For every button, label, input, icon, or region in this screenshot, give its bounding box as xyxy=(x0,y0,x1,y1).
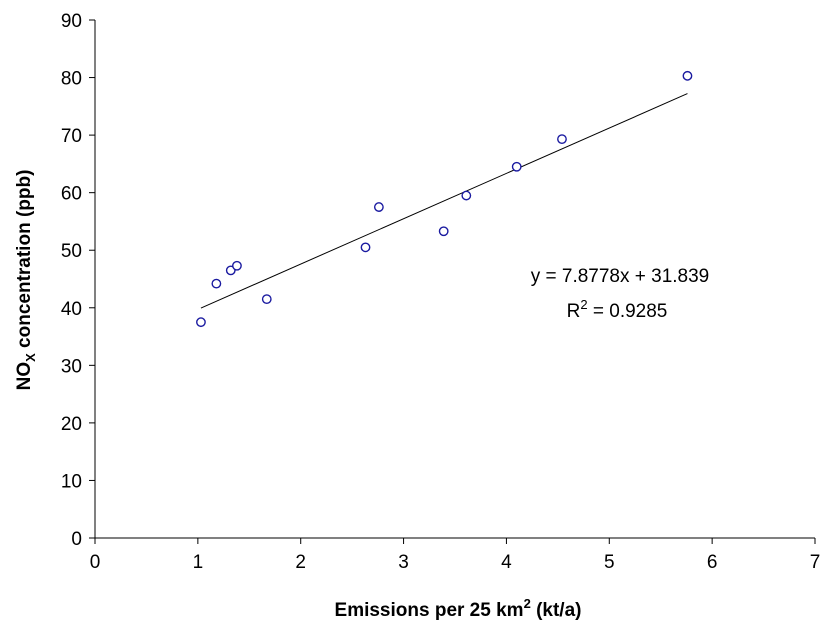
x-tick-label: 5 xyxy=(604,552,615,573)
y-tick-label: 30 xyxy=(61,356,82,377)
data-point xyxy=(438,226,449,237)
data-point xyxy=(461,190,472,201)
data-point xyxy=(682,70,693,81)
trendline xyxy=(200,93,688,309)
r-squared-prefix: R xyxy=(567,301,581,322)
data-point xyxy=(511,161,522,172)
y-axis-ticks: 0 10 20 30 40 50 60 70 80 90 xyxy=(61,11,95,550)
x-tick-label: 3 xyxy=(398,552,409,573)
y-tick-label: 70 xyxy=(61,126,82,147)
x-tick-label: 4 xyxy=(501,552,512,573)
y-tick-label: 90 xyxy=(61,11,82,32)
data-point xyxy=(360,242,371,253)
y-tick-label: 40 xyxy=(61,299,82,320)
y-tick-label: 60 xyxy=(61,184,82,205)
r-squared-suffix: = 0.9285 xyxy=(588,301,668,322)
x-axis-ticks: 0 1 2 3 4 5 6 7 xyxy=(90,538,821,573)
x-axis-title-prefix: Emissions per 25 km xyxy=(335,600,524,621)
x-tick-label: 7 xyxy=(810,552,821,573)
y-tick-label: 50 xyxy=(61,241,82,262)
plot-area xyxy=(94,20,815,539)
y-tick-label: 10 xyxy=(61,471,82,492)
y-axis-title-prefix: NO xyxy=(14,362,35,391)
x-axis-title-superscript: 2 xyxy=(524,596,531,611)
y-axis-title-subscript: X xyxy=(23,353,38,362)
data-point xyxy=(557,134,567,145)
data-points xyxy=(196,70,693,328)
data-point xyxy=(211,278,222,289)
y-axis-title: NOX concentration (ppb) xyxy=(14,170,38,391)
y-tick-label: 80 xyxy=(61,69,82,90)
data-point xyxy=(261,294,272,305)
x-tick-label: 0 xyxy=(90,552,101,573)
x-tick-label: 1 xyxy=(193,552,204,573)
r-squared-superscript: 2 xyxy=(580,297,587,312)
x-tick-label: 6 xyxy=(707,552,718,573)
data-point xyxy=(373,202,384,212)
y-tick-label: 0 xyxy=(71,529,82,550)
data-point xyxy=(196,317,206,328)
y-axis-title-suffix: concentration (ppb) xyxy=(14,170,35,354)
x-tick-label: 2 xyxy=(295,552,306,573)
trendline-equation: y = 7.8778x + 31.839 xyxy=(531,266,710,287)
y-tick-label: 20 xyxy=(61,414,82,435)
data-point xyxy=(232,260,242,271)
r-squared-label: R2 = 0.9285 xyxy=(567,297,668,322)
x-axis-title: Emissions per 25 km2 (kt/a) xyxy=(335,596,582,621)
x-axis-title-suffix: (kt/a) xyxy=(531,600,582,621)
